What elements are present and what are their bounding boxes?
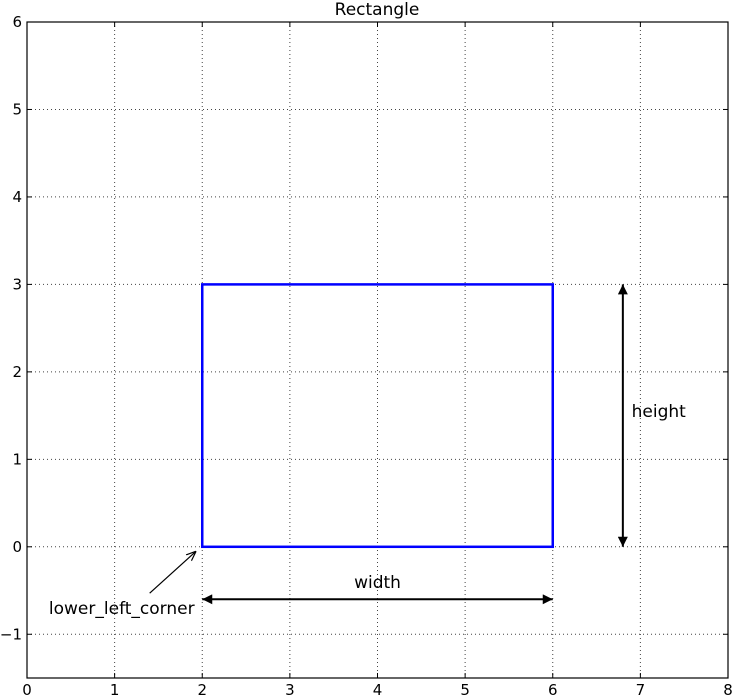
y-tick-label: 3	[12, 275, 22, 293]
x-tick-label: 8	[723, 681, 733, 697]
annotation-label: height	[632, 402, 687, 422]
annotation-label: width	[354, 573, 401, 593]
axes-frame	[26, 21, 729, 679]
x-tick-label: 5	[460, 681, 470, 697]
y-tick-label: 0	[12, 538, 22, 556]
y-tick-label: 6	[12, 13, 22, 31]
x-tick-label: 3	[285, 681, 295, 697]
x-tick-label: 7	[636, 681, 646, 697]
x-tick-label: 2	[197, 681, 207, 697]
grid	[27, 22, 728, 678]
x-tick-label: 1	[110, 681, 120, 697]
marks: width height lower_left_corner	[49, 283, 687, 619]
x-tick-label: 0	[22, 681, 32, 697]
y-tick-label: 5	[12, 100, 22, 118]
annotation-label: lower_left_corner	[49, 599, 195, 619]
y-tick-label: 2	[12, 363, 22, 381]
y-tick-label: 1	[12, 450, 22, 468]
annotation-arrow	[149, 551, 196, 594]
axes: 0 1 2 3 4 5 6 7 8 −1 0 1 2 3 4 5 6	[0, 13, 733, 697]
chart-title: Rectangle	[335, 0, 420, 20]
x-tick-label: 4	[373, 681, 383, 697]
y-tick-label: −1	[0, 625, 22, 643]
y-tick-label: 4	[12, 188, 22, 206]
x-tick-label: 6	[548, 681, 558, 697]
rectangle-patch	[201, 283, 554, 549]
